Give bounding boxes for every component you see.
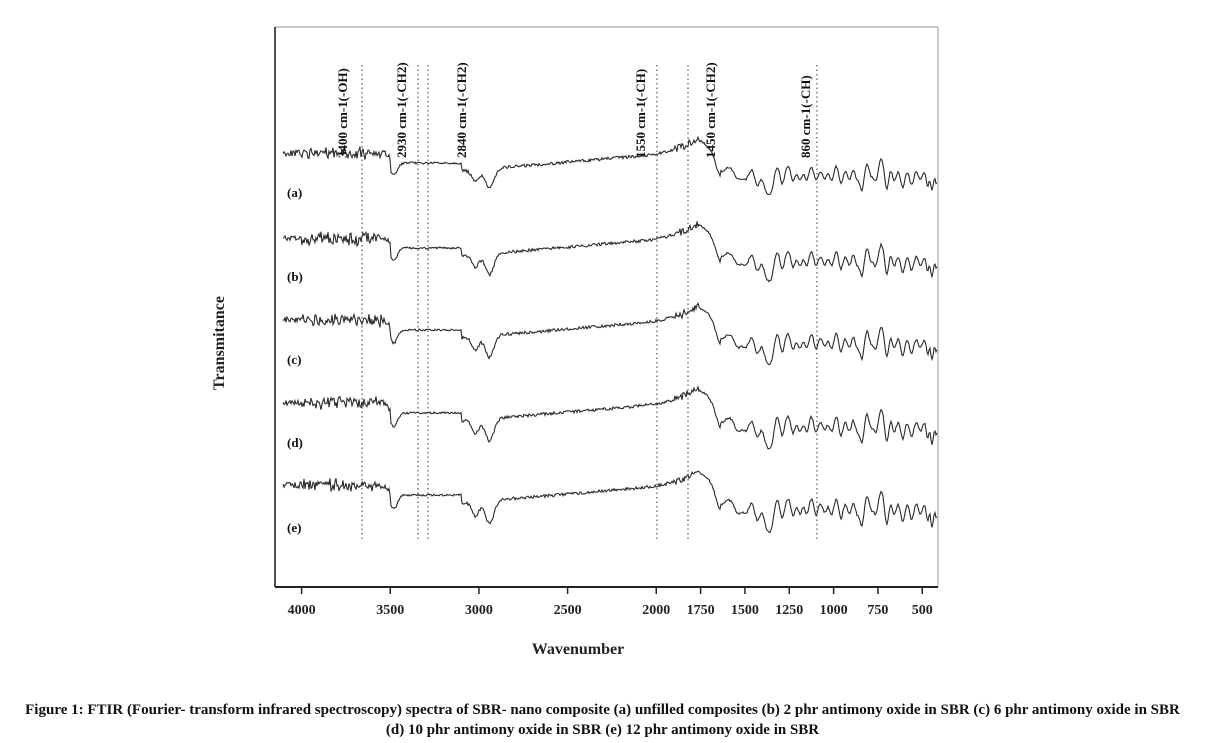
band-label: 860 cm-1(-CH) <box>798 75 813 158</box>
series-label: (b) <box>287 269 303 284</box>
series-label: (d) <box>287 435 303 450</box>
series-labels: (a) (b) (c) (d) (e) <box>287 185 303 535</box>
ftir-chart: (a) (b) (c) (d) (e) 3400 cm-1(-OH) 2930 cm-1(… <box>211 26 939 658</box>
x-tick-label: 4000 <box>288 603 316 618</box>
x-tick-label: 1500 <box>731 603 759 618</box>
x-tick-label: 2500 <box>554 603 582 618</box>
x-tick-label: 3500 <box>376 603 404 618</box>
band-label: 1450 cm-1(-CH2) <box>703 62 718 158</box>
spectrum-line <box>282 221 938 283</box>
x-tick-label: 1750 <box>687 603 715 618</box>
x-tick-label: 750 <box>867 603 888 618</box>
figure-caption: Figure 1: FTIR (Fourier- transform infra… <box>25 702 1180 738</box>
spectrum-line <box>282 135 938 196</box>
band-label: 3400 cm-1(-OH) <box>335 68 350 158</box>
spectra-group <box>282 135 938 534</box>
x-tick-label: 1000 <box>820 603 848 618</box>
spectrum-line <box>282 302 938 366</box>
x-tick-label: 1250 <box>775 603 803 618</box>
band-label: 2840 cm-1(-CH2) <box>454 62 469 158</box>
x-tick-label: 3000 <box>465 603 493 618</box>
series-label: (e) <box>287 520 301 535</box>
band-marker-lines <box>361 65 818 540</box>
x-axis-title: Wavenumber <box>532 641 624 658</box>
series-label: (a) <box>287 185 302 200</box>
spectrum-line <box>282 470 938 534</box>
x-axis-ticks: 4000 3500 3000 2500 2000 1750 1500 1250 1000 750 5… <box>288 587 933 618</box>
x-tick-label: 2000 <box>642 603 670 618</box>
plot-frame <box>274 26 939 588</box>
y-axis-title: Transmitance <box>211 296 228 390</box>
band-label: 1550 cm-1(-CH) <box>633 69 648 158</box>
spectrum-line <box>282 385 938 450</box>
x-tick-label: 500 <box>912 603 933 618</box>
band-labels: 3400 cm-1(-OH) 2930 cm-1(-CH2) 2840 cm-1(-… <box>335 62 813 158</box>
band-label: 2930 cm-1(-CH2) <box>394 62 409 158</box>
series-label: (c) <box>287 352 301 367</box>
